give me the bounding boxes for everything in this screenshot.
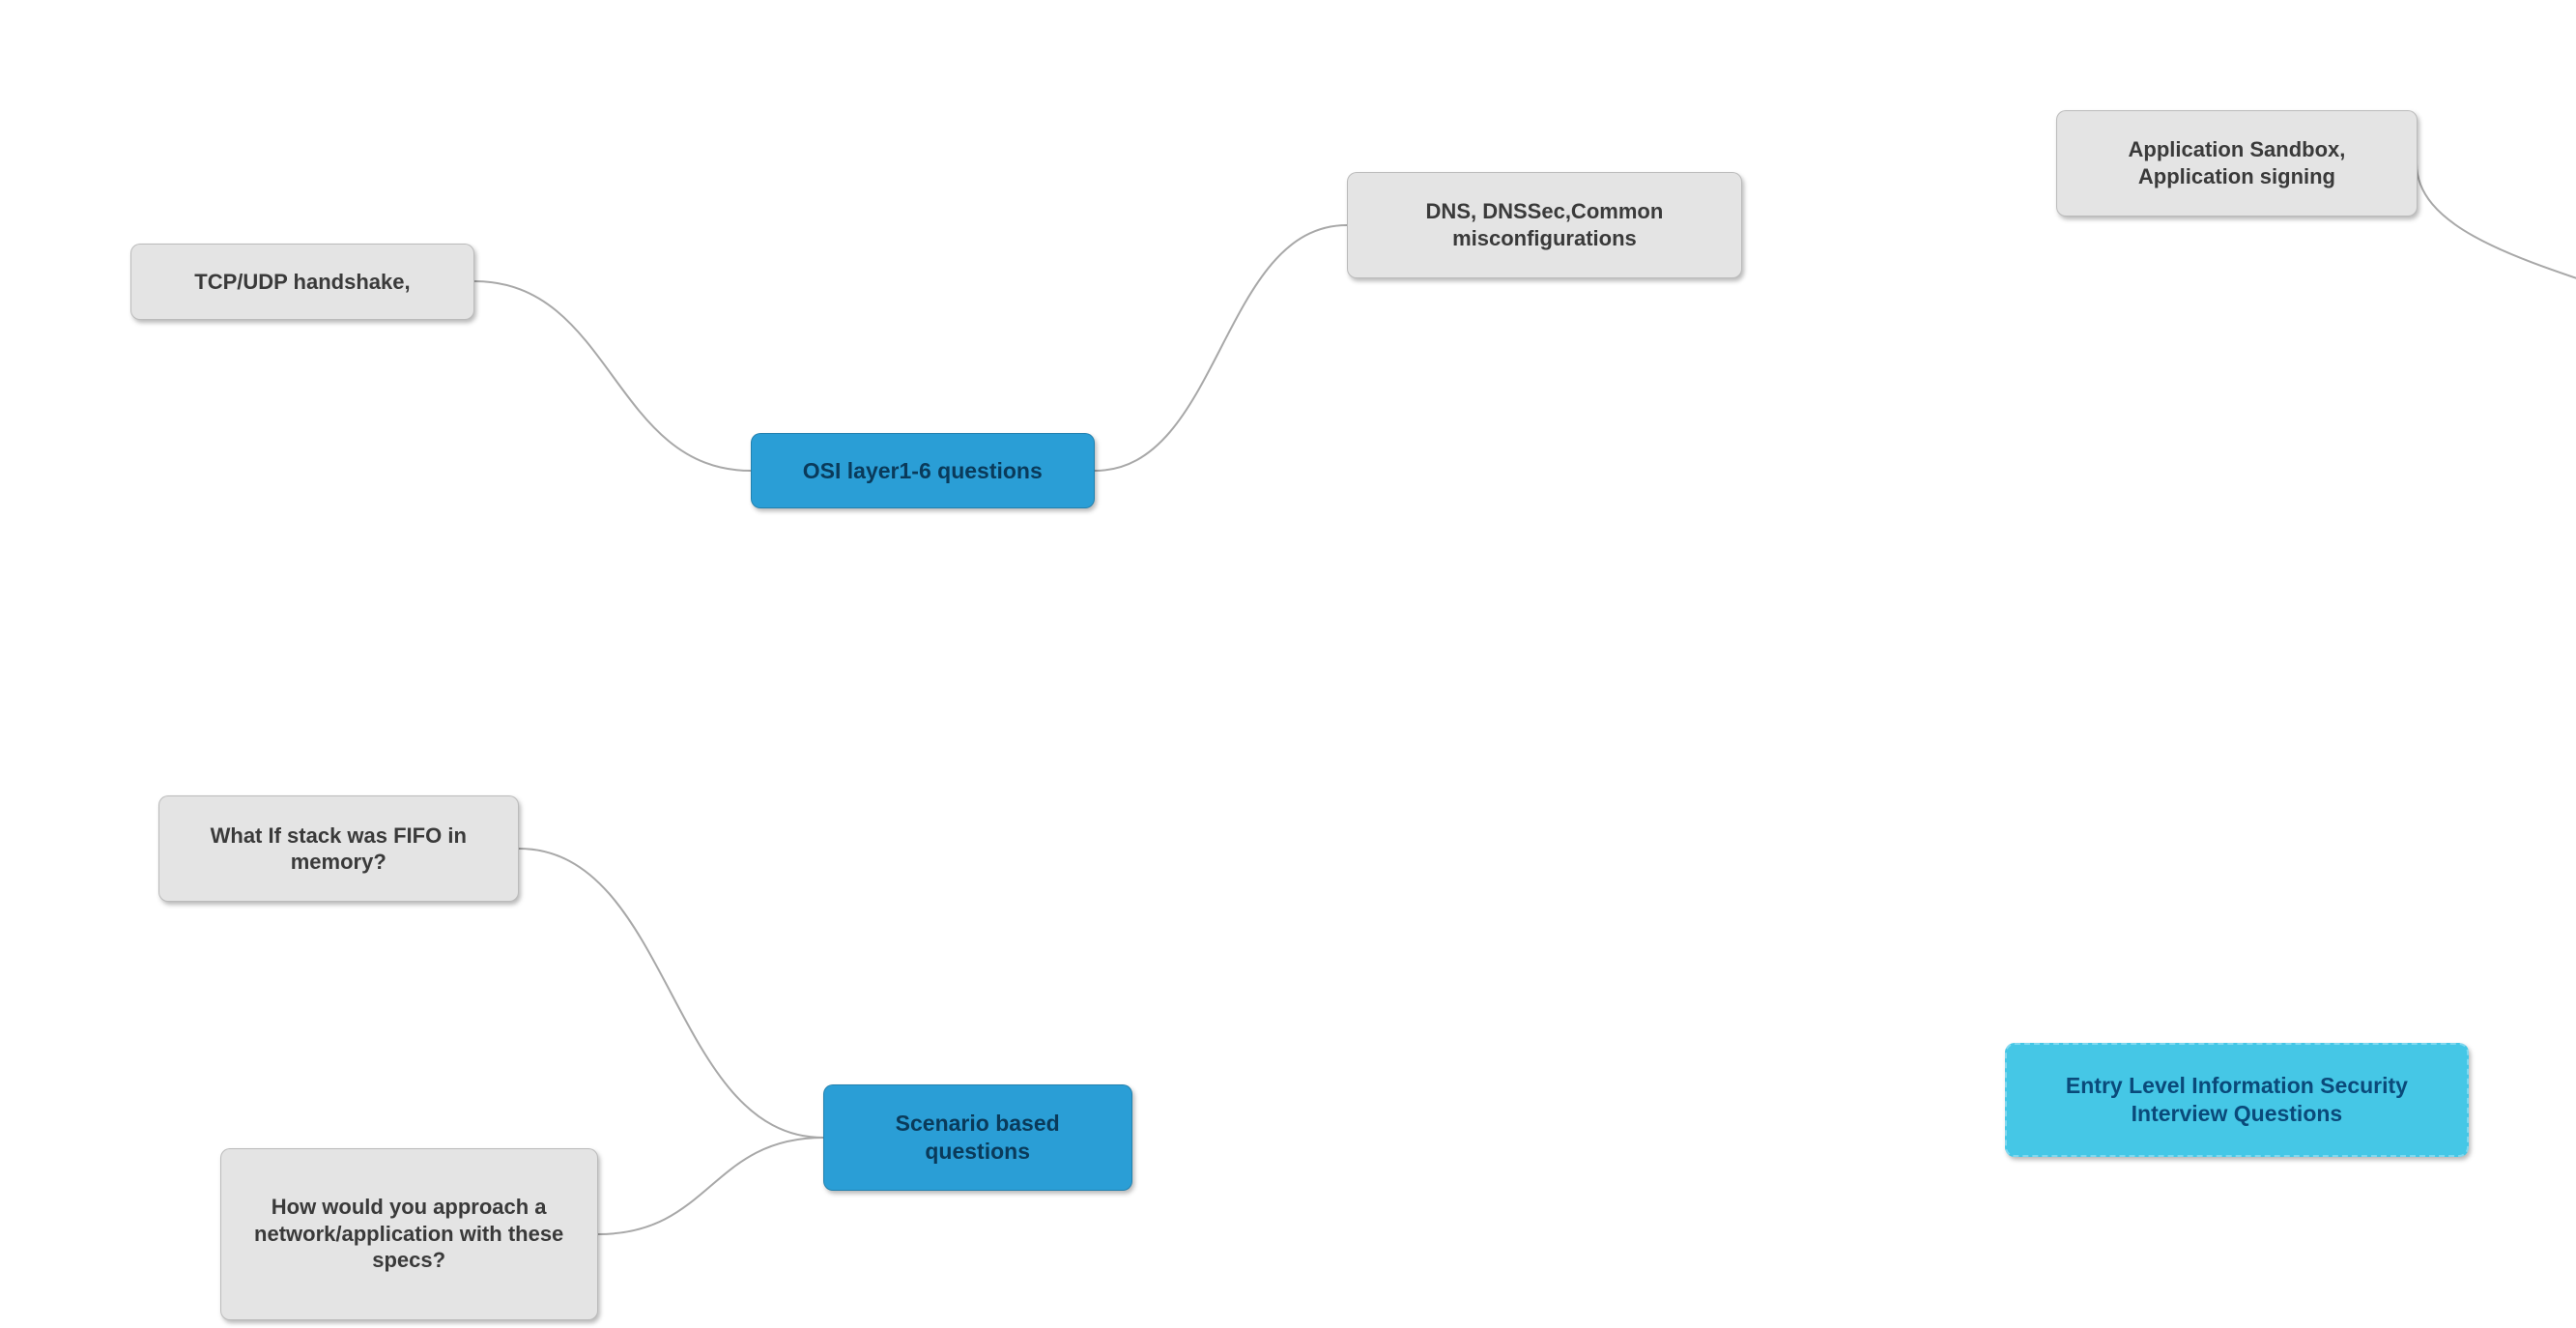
node-label: How would you approach a network/applica…: [239, 1194, 580, 1274]
mindmap-canvas: Entry Level Information Security Intervi…: [0, 0, 2576, 1328]
node-label: Scenario based questions: [842, 1110, 1114, 1166]
node-label: OSI layer1-6 questions: [769, 457, 1076, 485]
edge-scenario-approach: [598, 1138, 823, 1234]
node-root[interactable]: Entry Level Information Security Intervi…: [2005, 1043, 2469, 1156]
node-dns[interactable]: DNS, DNSSec,Common misconfigurations: [1347, 172, 1742, 278]
node-osi[interactable]: OSI layer1-6 questions: [751, 433, 1095, 508]
node-fifo[interactable]: What If stack was FIFO in memory?: [158, 795, 519, 902]
edge-osi-tcp: [474, 281, 751, 471]
node-sandbox[interactable]: Application Sandbox, Application signing: [2056, 110, 2417, 217]
edge-scenario-fifo: [519, 849, 823, 1138]
node-label: TCP/UDP handshake,: [149, 269, 456, 296]
node-label: What If stack was FIFO in memory?: [177, 823, 501, 876]
node-scenario[interactable]: Scenario based questions: [823, 1084, 1132, 1191]
edge-osi-dns: [1095, 225, 1347, 471]
node-label: Entry Level Information Security Intervi…: [2024, 1072, 2449, 1128]
node-approach[interactable]: How would you approach a network/applica…: [220, 1148, 598, 1320]
node-label: DNS, DNSSec,Common misconfigurations: [1365, 198, 1724, 251]
node-label: Application Sandbox, Application signing: [2075, 136, 2398, 189]
node-tcp[interactable]: TCP/UDP handshake,: [130, 244, 474, 319]
edge-mobile-sandbox: [2417, 163, 2576, 409]
